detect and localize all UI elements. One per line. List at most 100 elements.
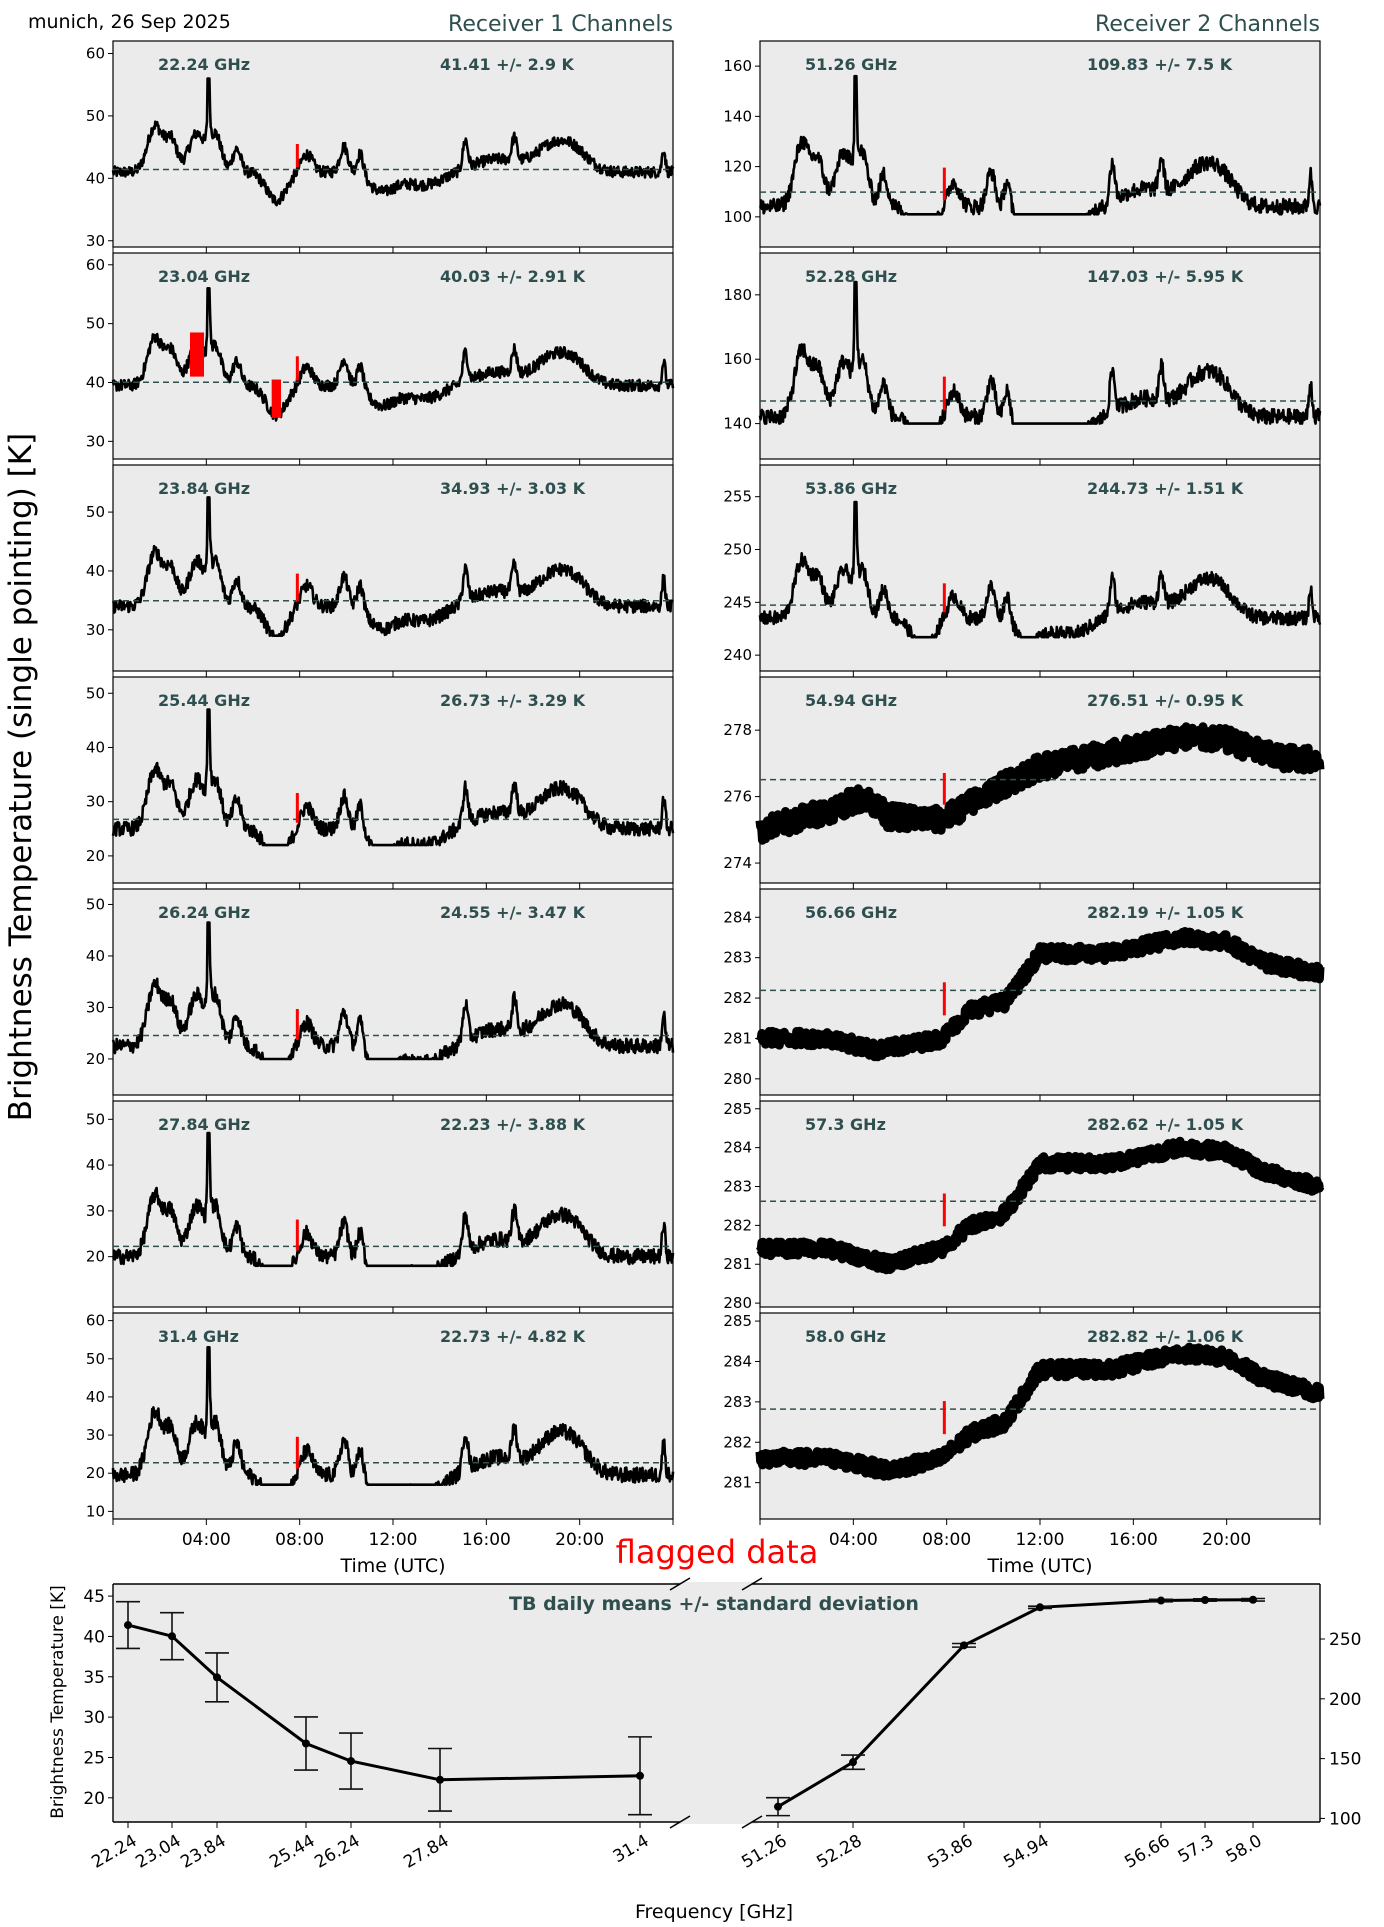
y-tick-label: 285 [723, 1312, 752, 1330]
y-tick-label: 280 [723, 1070, 752, 1088]
time-tick-label: 08:00 [922, 1530, 971, 1550]
axis-break-gap [674, 1582, 758, 1824]
freq-tick-label: 58.0 [1223, 1831, 1266, 1867]
channel-stats-label: 22.23 +/- 3.88 K [440, 1115, 586, 1134]
axis-break-mark [741, 1815, 763, 1829]
time-tick-label: 12:00 [369, 1530, 418, 1550]
mean-point [213, 1673, 221, 1682]
channel-stats-label: 282.82 +/- 1.06 K [1087, 1327, 1244, 1346]
freq-tick-label: 25.44 [266, 1831, 318, 1873]
channel-frequency-label: 27.84 GHz [158, 1115, 250, 1134]
freq-tick-label: 27.84 [400, 1831, 452, 1873]
y-tick-label: 20 [86, 847, 105, 865]
left-y-tick-label: 45 [83, 1587, 105, 1607]
y-tick-label: 281 [723, 1255, 752, 1273]
channel-stats-label: 276.51 +/- 0.95 K [1087, 691, 1244, 710]
rx2-panel-0: 100 120 140 160 51.26 GHz 109.83 +/- 7.5 K [723, 40, 1322, 253]
freq-tick-label: 53.86 [924, 1831, 976, 1873]
series-line [755, 1342, 1325, 1481]
channel-stats-label: 26.73 +/- 3.29 K [440, 691, 586, 710]
y-tick-label: 276 [723, 788, 752, 806]
channel-frequency-label: 31.4 GHz [158, 1327, 239, 1346]
channel-stats-label: 282.19 +/- 1.05 K [1087, 903, 1244, 922]
freq-tick-label: 52.28 [813, 1831, 865, 1873]
y-tick-label: 180 [723, 286, 752, 304]
daily-means-title: TB daily means +/- standard deviation [509, 1593, 919, 1615]
y-tick-label: 281 [723, 1474, 752, 1492]
y-tick-label: 282 [723, 1216, 752, 1234]
right-y-tick-label: 200 [1329, 1690, 1361, 1710]
freq-tick-label: 22.24 [88, 1831, 140, 1873]
rx1-panel-1: 30 40 50 60 23.04 GHz 40.03 +/- 2.91 K [86, 252, 675, 465]
freq-tick-label: 31.4 [610, 1831, 653, 1867]
y-tick-label: 160 [723, 350, 752, 368]
channel-frequency-label: 51.26 GHz [805, 55, 897, 74]
y-tick-label: 60 [86, 1312, 105, 1330]
y-tick-label: 50 [86, 1110, 105, 1128]
y-tick-label: 20 [86, 1050, 105, 1068]
rx1-panel-5: 20 30 40 50 27.84 GHz 22.23 +/- 3.88 K [86, 1100, 675, 1313]
y-tick-label: 283 [723, 949, 752, 967]
channel-frequency-label: 25.44 GHz [158, 691, 250, 710]
y-tick-label: 240 [723, 646, 752, 664]
panel-frame [759, 1312, 1321, 1520]
channel-stats-label: 147.03 +/- 5.95 K [1087, 267, 1244, 286]
y-tick-label: 40 [86, 947, 105, 965]
y-tick-label: 30 [86, 1426, 105, 1444]
axis-break-mark [741, 1577, 763, 1591]
y-tick-label: 285 [723, 1100, 752, 1118]
rx1-panel-2: 30 40 50 23.84 GHz 34.93 +/- 3.03 K [86, 464, 675, 677]
channel-frequency-label: 22.24 GHz [158, 55, 250, 74]
mean-point [849, 1758, 857, 1767]
receiver2-title: Receiver 2 Channels [1095, 12, 1320, 37]
left-y-tick-label: 35 [83, 1668, 105, 1688]
left-y-tick-label: 20 [83, 1789, 105, 1809]
time-tick-label: 20:00 [1202, 1530, 1251, 1550]
y-tick-label: 278 [723, 721, 752, 739]
mean-point [774, 1802, 782, 1811]
left-y-tick-label: 40 [83, 1627, 105, 1647]
left-y-tick-label: 30 [83, 1708, 105, 1728]
time-tick-label: 12:00 [1016, 1530, 1065, 1550]
series-line [111, 708, 675, 847]
y-tick-label: 50 [86, 684, 105, 702]
rx2-panel-1: 140 160 180 52.28 GHz 147.03 +/- 5.95 K [723, 252, 1322, 465]
y-tick-label: 255 [723, 488, 752, 506]
mean-point [1249, 1595, 1257, 1604]
y-tick-label: 30 [86, 232, 105, 250]
rx2-panel-6: 281 282 283 284 285 58.0 GHz 282.82 +/- 1.06 K… [723, 1312, 1325, 1550]
mean-point [1157, 1596, 1165, 1605]
mean-point [1036, 1603, 1044, 1612]
flagged-data-label: flagged data [616, 1533, 819, 1571]
y-tick-label: 50 [86, 895, 105, 913]
y-tick-label: 30 [86, 793, 105, 811]
axis-break-mark [669, 1577, 691, 1591]
left-y-tick-label: 25 [83, 1748, 105, 1768]
rx2-panel-2: 240 245 250 255 53.86 GHz 244.73 +/- 1.51 K [723, 464, 1322, 677]
y-tick-label: 50 [86, 1350, 105, 1368]
y-tick-label: 281 [723, 1029, 752, 1047]
y-tick-label: 30 [86, 1202, 105, 1220]
y-tick-label: 284 [723, 1139, 752, 1157]
y-tick-label: 100 [723, 208, 752, 226]
series-line [758, 500, 1322, 639]
freq-tick-label: 26.24 [311, 1831, 363, 1873]
channel-frequency-label: 23.84 GHz [158, 479, 250, 498]
y-tick-label: 40 [86, 1388, 105, 1406]
y-axis-label: Brightness Temperature (single pointing)… [3, 433, 39, 1121]
y-tick-label: 282 [723, 1433, 752, 1451]
time-tick-label: 20:00 [555, 1530, 604, 1550]
freq-tick-label: 23.04 [132, 1831, 184, 1873]
y-tick-label: 20 [86, 1464, 105, 1482]
freq-tick-label: 54.94 [1000, 1831, 1052, 1873]
series-line [111, 496, 675, 637]
time-tick-label: 08:00 [275, 1530, 324, 1550]
y-tick-label: 245 [723, 593, 752, 611]
channel-stats-label: 244.73 +/- 1.51 K [1087, 479, 1244, 498]
series-line [758, 74, 1322, 216]
time-tick-label: 04:00 [182, 1530, 231, 1550]
y-tick-label: 60 [86, 256, 105, 274]
mean-point [960, 1641, 968, 1650]
